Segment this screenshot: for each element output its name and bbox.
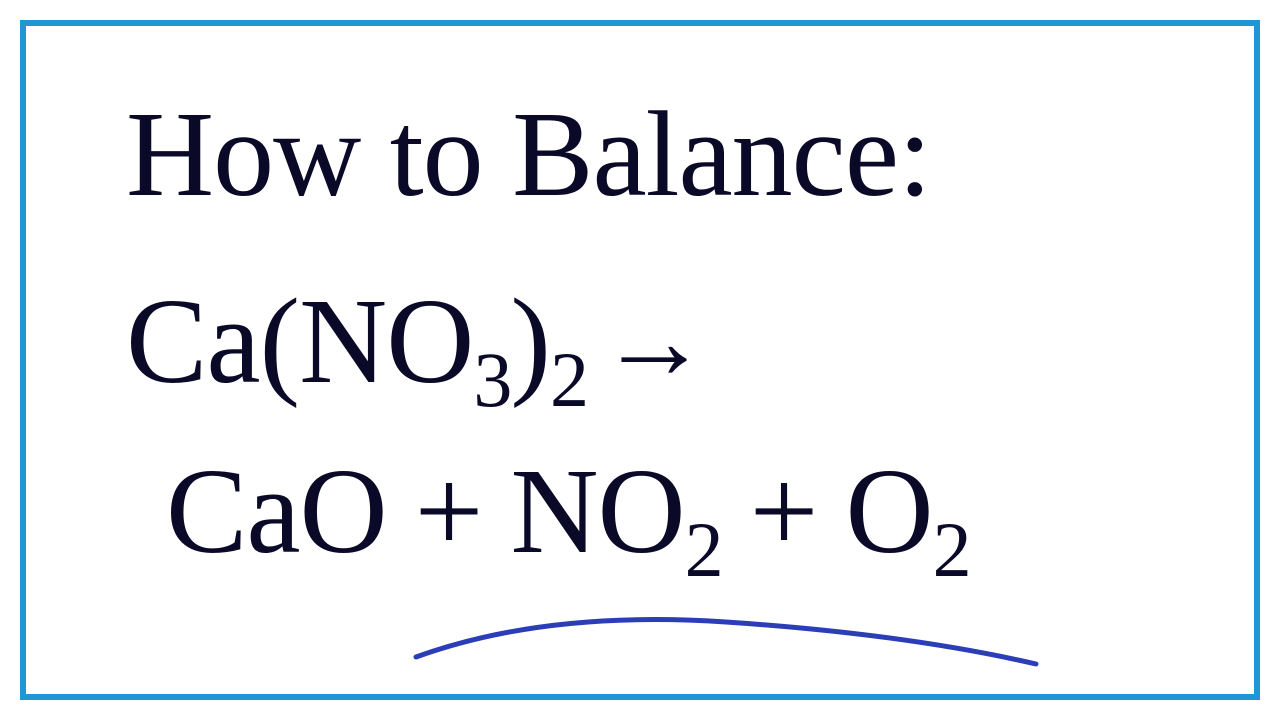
reaction-arrow: → (599, 270, 708, 413)
reactant-sub1: 3 (473, 329, 510, 430)
equation-reactant-line: Ca(NO3)2 → (126, 263, 1174, 422)
product3-sub: 2 (933, 499, 970, 600)
reactant-close: ) (510, 263, 550, 422)
underline-swoosh (406, 602, 1046, 672)
plus2: + (750, 433, 818, 592)
equation-product-line: CaO + NO2 + O2 (126, 433, 1174, 592)
product2-sub: 2 (685, 499, 722, 600)
reactant-part1: Ca(NO (126, 263, 473, 422)
reactant-sub2: 2 (550, 329, 587, 430)
title-text: How to Balance: (126, 76, 1174, 235)
slide-content: How to Balance: Ca(NO3)2 → CaO + NO2 + O… (126, 76, 1174, 592)
product3: O (845, 433, 932, 592)
product1: CaO (166, 433, 387, 592)
plus1: + (415, 433, 483, 592)
slide-frame: How to Balance: Ca(NO3)2 → CaO + NO2 + O… (20, 20, 1260, 700)
product2: NO (510, 433, 684, 592)
